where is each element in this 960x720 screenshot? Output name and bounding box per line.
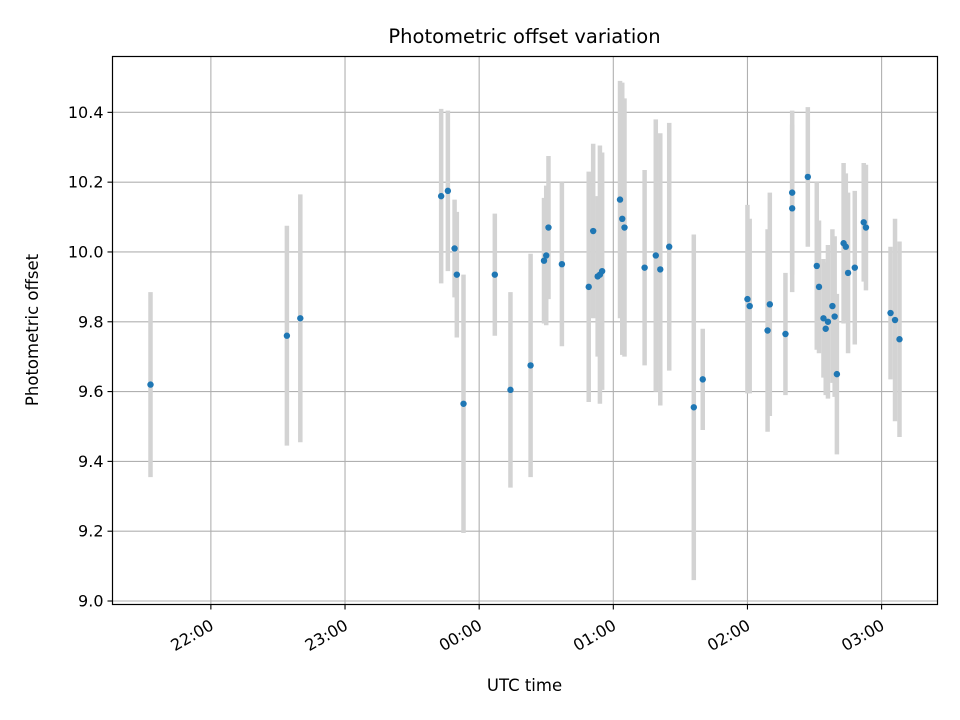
data-point <box>451 245 458 252</box>
data-point <box>829 302 836 310</box>
data-point <box>598 267 606 275</box>
y-axis: 9.0 9.2 9.4 9.6 9.8 10.0 10.2 10.4 <box>68 103 113 611</box>
data-point <box>558 260 566 268</box>
data-point <box>527 362 534 369</box>
data-point <box>690 404 698 411</box>
data-points <box>147 173 903 411</box>
data-point <box>491 271 499 278</box>
chart-title: Photometric offset variation <box>388 25 660 48</box>
data-point <box>699 376 706 383</box>
data-point <box>746 302 753 310</box>
data-point <box>621 224 628 231</box>
x-axis-title: UTC time <box>487 676 562 695</box>
y-axis-title: Photometric offset <box>23 253 42 406</box>
plot-frame <box>111 55 939 606</box>
data-point <box>545 224 552 231</box>
data-point <box>833 370 841 378</box>
data-point <box>766 301 774 308</box>
data-point <box>824 318 832 325</box>
data-point <box>147 381 154 388</box>
data-point <box>641 264 648 271</box>
y-tick-label: 10.4 <box>68 103 104 122</box>
data-point <box>507 386 514 394</box>
data-point <box>842 243 850 250</box>
y-tick-label: 9.4 <box>78 452 103 471</box>
data-point <box>764 327 771 334</box>
data-point <box>862 224 870 231</box>
data-point <box>813 262 820 270</box>
data-point <box>453 271 461 278</box>
y-tick-label: 10.0 <box>68 242 104 261</box>
data-point <box>891 316 899 324</box>
y-tick-label: 9.2 <box>78 522 103 541</box>
data-point <box>444 187 452 195</box>
y-tick-label: 9.6 <box>78 382 103 401</box>
data-point <box>782 330 789 338</box>
y-tick-label: 10.2 <box>68 173 104 192</box>
data-point <box>860 219 867 226</box>
data-point <box>887 309 894 317</box>
data-point <box>788 189 796 196</box>
data-point <box>540 257 548 264</box>
data-point <box>804 173 812 181</box>
data-point <box>788 205 796 212</box>
data-point <box>297 315 304 322</box>
y-tick-label: 9.8 <box>78 312 103 331</box>
data-point <box>815 283 823 291</box>
data-point <box>619 215 626 223</box>
data-point <box>437 192 445 200</box>
data-point <box>543 252 550 259</box>
data-point <box>589 227 597 235</box>
data-point <box>616 196 624 203</box>
data-point <box>820 315 827 322</box>
data-point <box>851 264 858 271</box>
data-point <box>822 325 829 332</box>
data-point <box>652 252 659 259</box>
data-point <box>831 313 838 320</box>
data-point <box>844 269 852 277</box>
data-point <box>657 266 664 273</box>
data-point <box>283 332 291 339</box>
data-point <box>744 295 751 303</box>
y-tick-label: 9.0 <box>78 592 103 611</box>
data-point <box>460 400 467 407</box>
data-point <box>896 336 903 343</box>
data-point <box>585 283 592 291</box>
data-point <box>666 243 673 250</box>
